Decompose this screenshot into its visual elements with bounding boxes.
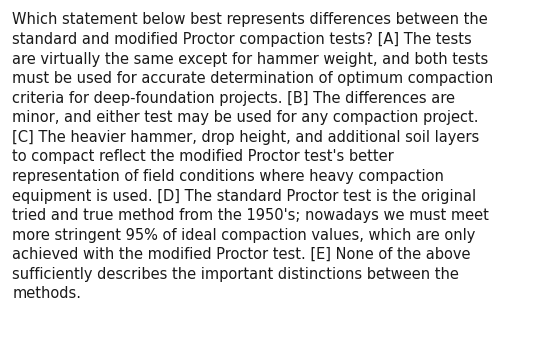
Text: Which statement below best represents differences between the
standard and modif: Which statement below best represents di… <box>12 12 493 301</box>
